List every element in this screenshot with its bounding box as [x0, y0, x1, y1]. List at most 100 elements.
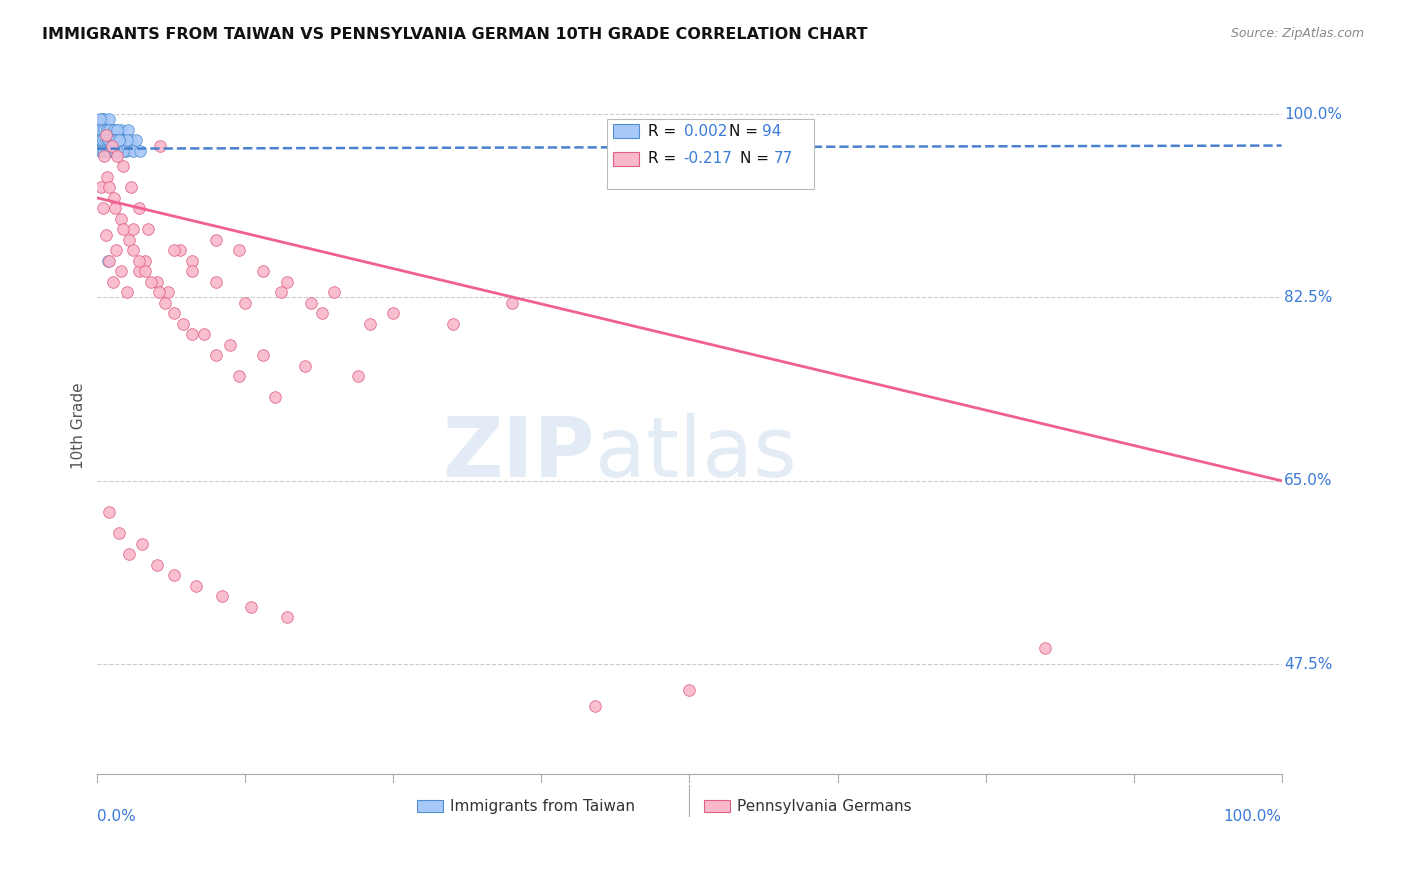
Point [100, 144, 122, 158]
Point [93, 144, 115, 158]
Point [101, 144, 124, 158]
Point [96, 144, 118, 158]
Point [103, 191, 125, 205]
Point [91, 133, 114, 147]
Point [94, 133, 117, 147]
Text: ZIP: ZIP [443, 413, 595, 494]
Point [103, 133, 125, 147]
Point [110, 133, 132, 147]
Point [105, 144, 128, 158]
Point [90, 133, 112, 147]
Point [311, 306, 333, 320]
Point [90, 133, 112, 147]
Point [101, 123, 124, 137]
FancyBboxPatch shape [613, 124, 638, 138]
Point [129, 144, 152, 158]
Point [100, 133, 122, 147]
Point [87, 133, 110, 147]
Point [112, 133, 135, 147]
Point [107, 133, 129, 147]
Point [299, 295, 322, 310]
Text: IMMIGRANTS FROM TAIWAN VS PENNSYLVANIA GERMAN 10TH GRADE CORRELATION CHART: IMMIGRANTS FROM TAIWAN VS PENNSYLVANIA G… [42, 27, 868, 42]
Point [98, 123, 121, 137]
Point [181, 264, 204, 278]
Point [91, 144, 114, 158]
Point [93, 144, 115, 158]
Point [204, 275, 226, 289]
Text: N =: N = [728, 124, 762, 138]
Point [94, 133, 117, 147]
Point [98, 505, 121, 519]
Point [110, 264, 132, 278]
Point [501, 295, 523, 310]
Point [145, 275, 167, 289]
Point [89, 112, 111, 127]
Point [96, 144, 118, 158]
Point [118, 547, 141, 561]
Point [91, 202, 114, 216]
Point [94, 123, 117, 137]
Point [382, 306, 405, 320]
Point [117, 123, 139, 137]
Text: 82.5%: 82.5% [1284, 290, 1333, 305]
Point [90, 133, 112, 147]
Point [94, 133, 117, 147]
Point [153, 295, 176, 310]
Point [359, 317, 381, 331]
Point [105, 133, 128, 147]
Point [87, 123, 110, 137]
Point [91, 144, 114, 158]
Point [93, 144, 115, 158]
FancyBboxPatch shape [418, 800, 443, 813]
Point [252, 264, 274, 278]
Point [131, 536, 153, 550]
Point [96, 133, 118, 147]
Point [98, 144, 121, 158]
Text: Source: ZipAtlas.com: Source: ZipAtlas.com [1230, 27, 1364, 40]
Point [583, 699, 606, 714]
Point [270, 285, 292, 300]
Point [184, 578, 207, 592]
Point [128, 264, 150, 278]
Point [100, 144, 122, 158]
Point [89, 118, 111, 132]
Point [91, 133, 114, 147]
Point [101, 144, 124, 158]
Point [100, 133, 122, 147]
Point [128, 253, 150, 268]
Point [100, 133, 122, 147]
Point [107, 133, 129, 147]
Point [264, 390, 287, 404]
Point [122, 144, 145, 158]
Point [149, 138, 172, 153]
Point [276, 610, 298, 624]
Point [122, 222, 145, 236]
Point [103, 123, 125, 137]
Point [276, 275, 298, 289]
Point [107, 123, 129, 137]
Text: 0.0%: 0.0% [97, 809, 136, 824]
Text: atlas: atlas [595, 413, 796, 494]
Point [93, 149, 115, 163]
Point [112, 144, 135, 158]
Point [105, 133, 128, 147]
Point [181, 253, 204, 268]
Point [136, 222, 159, 236]
Text: Pennsylvania Germans: Pennsylvania Germans [737, 798, 911, 814]
Point [94, 227, 117, 242]
Point [128, 202, 150, 216]
Point [169, 244, 191, 258]
Point [93, 144, 115, 158]
FancyBboxPatch shape [703, 800, 730, 813]
Point [204, 233, 226, 247]
Point [107, 144, 129, 158]
Text: R =: R = [648, 152, 681, 167]
Point [98, 180, 121, 194]
Point [347, 369, 370, 384]
Point [441, 317, 464, 331]
Point [91, 133, 114, 147]
Point [90, 180, 112, 194]
Text: 94: 94 [762, 124, 782, 138]
Point [104, 144, 127, 158]
Point [163, 306, 186, 320]
